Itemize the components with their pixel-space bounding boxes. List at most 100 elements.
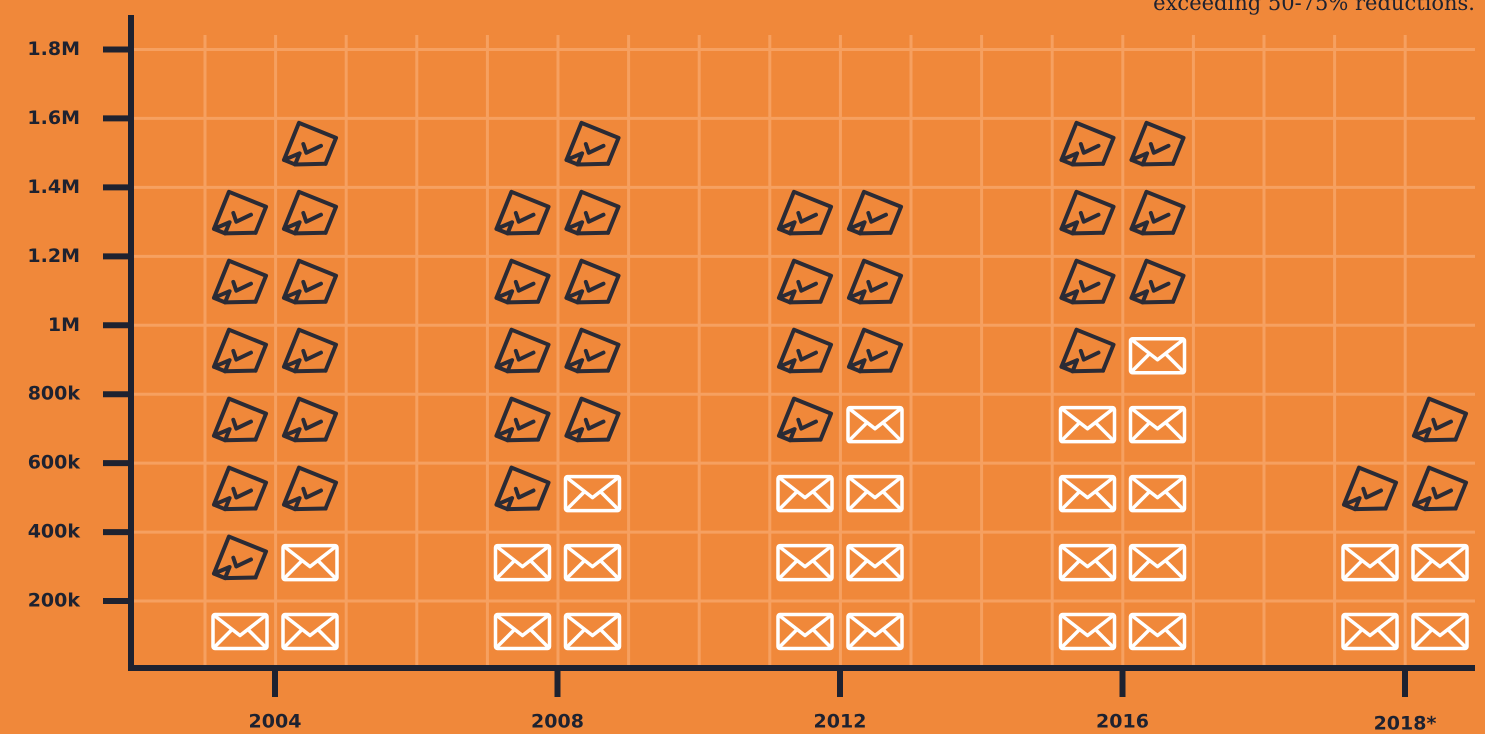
envelope-fold	[1129, 559, 1151, 581]
ballot-outline	[776, 396, 834, 443]
envelope-body	[1058, 474, 1117, 513]
y-tick-label: 1.2M	[27, 245, 80, 267]
ballot-check	[866, 348, 888, 362]
envelope-fold	[316, 559, 339, 581]
envelope-body	[1128, 474, 1187, 513]
ballot-shape	[281, 465, 339, 512]
ballot-outline	[1059, 327, 1116, 374]
envelope-flap	[1129, 406, 1186, 431]
envelope-fold	[281, 559, 304, 581]
ballot-fold	[293, 161, 328, 167]
ballot-outline	[564, 396, 621, 443]
ballot-fold	[575, 230, 611, 236]
ballot-outline	[776, 189, 834, 236]
ballot-shape	[211, 258, 269, 305]
ballot-icon	[564, 258, 621, 305]
envelope-fold	[1164, 490, 1186, 512]
y-tick-label: 200k	[28, 590, 81, 612]
ballot-shape	[564, 120, 621, 167]
x-tick-label: 2004	[249, 711, 302, 733]
ballot-check	[301, 417, 323, 431]
ballot-outline	[281, 396, 339, 443]
ballot-check	[1431, 417, 1453, 431]
ballot-outline	[564, 189, 621, 236]
envelope-fold	[1446, 628, 1469, 650]
ballot-fold	[1423, 506, 1458, 512]
ballot-outline	[211, 327, 269, 374]
envelope-flap	[846, 406, 904, 431]
envelope-flap	[564, 475, 621, 500]
envelope-fold	[1129, 490, 1151, 512]
envelope-body	[1058, 405, 1117, 444]
ballot-fold	[223, 575, 258, 581]
ballot-icon	[1411, 396, 1469, 443]
ballot-check	[866, 210, 888, 224]
envelope-icon	[281, 612, 339, 651]
ballot-shape	[281, 396, 339, 443]
ballot-shape	[1059, 258, 1116, 305]
ballot-icon	[846, 189, 904, 236]
envelope-flap	[494, 544, 551, 569]
ballot-icon	[564, 396, 621, 443]
x-tick-label: 2008	[531, 711, 584, 733]
ballot-shape	[211, 465, 269, 512]
ballot-shape	[1059, 327, 1116, 374]
ballot-icon	[494, 396, 551, 443]
ballot-check	[1078, 348, 1101, 362]
y-tick-label: 600k	[28, 452, 81, 474]
envelope-flap	[281, 544, 339, 569]
ballot-fold	[788, 299, 823, 305]
ballot-icon	[211, 258, 269, 305]
ballot-icon	[211, 327, 269, 374]
ballot-check	[796, 417, 818, 431]
envelope-icon	[776, 612, 834, 651]
envelope-fold	[599, 490, 621, 512]
envelope-flap	[1059, 475, 1116, 500]
envelope-flap	[211, 613, 269, 638]
ballot-check	[231, 210, 253, 224]
ballot-check	[796, 210, 818, 224]
envelope-flap	[564, 613, 621, 638]
ballot-shape	[211, 189, 269, 236]
envelope-body	[1411, 612, 1469, 651]
ballot-check	[583, 417, 606, 431]
ballot-check	[513, 210, 536, 224]
envelope-body	[211, 612, 269, 651]
ballot-icon	[494, 465, 551, 512]
ballot-shape	[1411, 396, 1469, 443]
envelope-fold	[1341, 628, 1364, 650]
envelope-flap	[1059, 544, 1116, 569]
ballot-outline	[281, 258, 339, 305]
ballot-shape	[1129, 120, 1186, 167]
envelope-flap	[1129, 613, 1186, 638]
ballot-outline	[1129, 120, 1186, 167]
ballot-shape	[494, 189, 551, 236]
ballot-check	[513, 486, 536, 500]
ballot-outline	[494, 396, 551, 443]
ballot-icon	[1059, 327, 1116, 374]
envelope-fold	[776, 628, 799, 650]
envelope-body	[1128, 543, 1187, 582]
envelope-flap	[776, 613, 834, 638]
ballot-icon	[1411, 465, 1469, 512]
envelope-fold	[1129, 628, 1151, 650]
ballot-outline	[494, 327, 551, 374]
ballot-icon	[281, 189, 339, 236]
envelope-flap	[1059, 406, 1116, 431]
envelope-fold	[1129, 421, 1151, 443]
ballot-outline	[564, 258, 621, 305]
envelope-body	[1058, 612, 1117, 651]
ballot-fold	[858, 299, 893, 305]
y-tick-label: 400k	[28, 521, 81, 543]
envelope-icon	[776, 543, 834, 582]
ballot-icon	[1341, 465, 1399, 512]
ballot-fold	[1070, 299, 1106, 305]
envelope-fold	[811, 490, 834, 512]
ballot-fold	[575, 437, 611, 443]
envelope-fold	[1164, 628, 1186, 650]
envelope-body	[776, 543, 834, 582]
ballot-shape	[1059, 120, 1116, 167]
ballot-shape	[846, 258, 904, 305]
ballot-icon	[564, 189, 621, 236]
